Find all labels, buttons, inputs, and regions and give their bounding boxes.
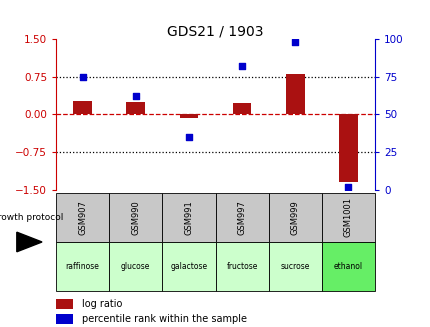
Text: glucose: glucose bbox=[121, 262, 150, 271]
Title: GDS21 / 1903: GDS21 / 1903 bbox=[167, 24, 263, 38]
Bar bbox=[162, 242, 215, 291]
Text: percentile rank within the sample: percentile rank within the sample bbox=[82, 314, 246, 324]
Bar bbox=[215, 242, 268, 291]
Text: galactose: galactose bbox=[170, 262, 207, 271]
Point bbox=[132, 94, 139, 99]
Text: fructose: fructose bbox=[226, 262, 257, 271]
Text: GSM991: GSM991 bbox=[184, 200, 193, 235]
Bar bbox=[109, 242, 162, 291]
Bar bbox=[268, 242, 321, 291]
Text: GSM997: GSM997 bbox=[237, 200, 246, 235]
Bar bbox=[126, 102, 145, 114]
Point bbox=[291, 40, 298, 45]
Point bbox=[344, 184, 351, 189]
Point bbox=[79, 74, 86, 79]
Bar bbox=[285, 74, 304, 114]
Bar bbox=[321, 193, 374, 242]
Bar bbox=[321, 242, 374, 291]
Bar bbox=[268, 193, 321, 242]
Text: growth protocol: growth protocol bbox=[0, 213, 64, 222]
Text: log ratio: log ratio bbox=[82, 299, 122, 309]
Text: GSM907: GSM907 bbox=[78, 200, 87, 235]
Polygon shape bbox=[17, 232, 42, 252]
Bar bbox=[56, 299, 73, 309]
Bar bbox=[232, 103, 251, 114]
Bar bbox=[109, 193, 162, 242]
Text: raffinose: raffinose bbox=[65, 262, 99, 271]
Text: GSM990: GSM990 bbox=[131, 200, 140, 235]
Bar bbox=[338, 114, 357, 182]
Bar bbox=[56, 242, 109, 291]
Text: sucrose: sucrose bbox=[280, 262, 309, 271]
Text: GSM999: GSM999 bbox=[290, 200, 299, 235]
Point bbox=[185, 134, 192, 140]
Bar bbox=[73, 101, 92, 114]
Text: GSM1001: GSM1001 bbox=[343, 198, 352, 237]
Bar bbox=[56, 314, 73, 324]
Point bbox=[238, 64, 245, 69]
Bar bbox=[179, 114, 198, 118]
Bar bbox=[56, 193, 109, 242]
Bar bbox=[215, 193, 268, 242]
Text: ethanol: ethanol bbox=[333, 262, 362, 271]
Bar bbox=[162, 193, 215, 242]
